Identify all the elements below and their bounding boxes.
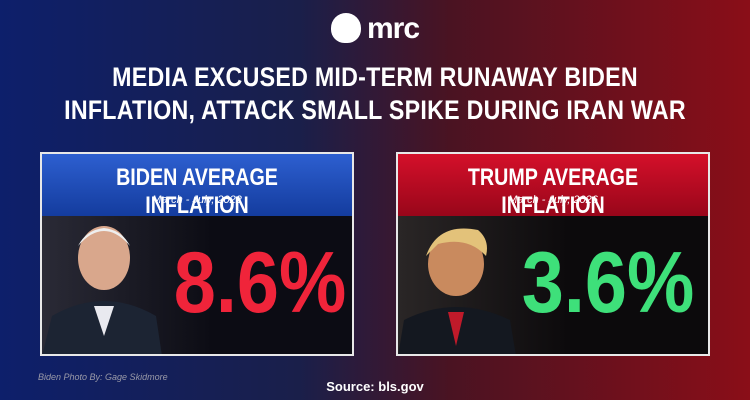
face (78, 226, 130, 290)
panel: BIDEN AVERAGE INFLATION March - July, 20… (40, 152, 354, 356)
tie (448, 312, 464, 346)
panel-header: TRUMP AVERAGE INFLATION March - July, 20… (398, 154, 708, 219)
photo-credit: Biden Photo By: Gage Skidmore (38, 372, 168, 382)
panel-title: BIDEN AVERAGE INFLATION (116, 164, 278, 219)
panel-title: TRUMP AVERAGE INFLATION (467, 164, 639, 219)
source: Source: bls.gov (326, 379, 424, 394)
panel: TRUMP AVERAGE INFLATION March - July, 20… (396, 152, 710, 356)
panel-header: BIDEN AVERAGE INFLATION March - July, 20… (42, 154, 352, 219)
panel-subtitle: March - July, 2022 (152, 194, 242, 206)
panel-subtitle: March - July, 2026 (508, 194, 598, 206)
panel-body: 8.6% (42, 216, 352, 354)
panel-value: 3.6% (521, 235, 695, 331)
hair (78, 228, 130, 246)
photo (398, 228, 516, 354)
headline: MEDIA EXCUSED MID-TERM RUNAWAY BIDEN (112, 62, 638, 92)
panel-body: 3.6% (398, 216, 708, 354)
logo: mrc (0, 12, 750, 46)
logo-text: mrc (366, 12, 420, 45)
photo (42, 226, 162, 354)
panel-value: 8.6% (173, 235, 347, 331)
hair (426, 228, 487, 256)
logo-badge (330, 13, 361, 43)
face (428, 232, 484, 296)
headline: INFLATION, ATTACK SMALL SPIKE DURING IRA… (64, 95, 686, 125)
shirt (94, 306, 114, 336)
